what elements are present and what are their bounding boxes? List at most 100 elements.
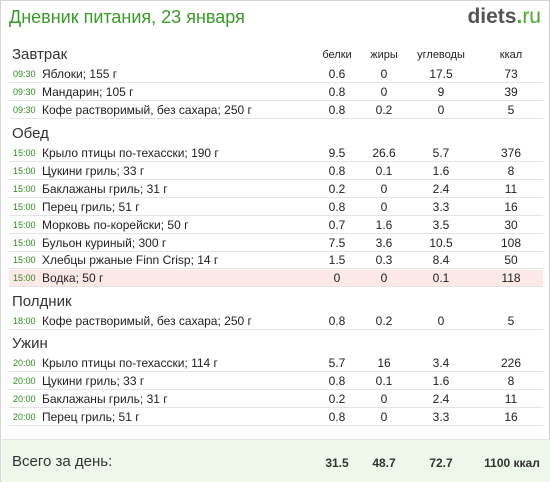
entry-name: Кофе растворимый, без сахара; 250 г bbox=[42, 314, 252, 328]
entry-protein: 0.8 bbox=[328, 102, 346, 117]
entry-carbs: 0 bbox=[437, 314, 445, 328]
entry-name: Перец гриль; 51 г bbox=[42, 409, 140, 424]
entry-name: Крыло птицы по-техасски; 114 г bbox=[42, 356, 218, 370]
entry-carbs: 3.5 bbox=[432, 217, 450, 232]
food-entry-row[interactable]: 20:00 Баклажаны гриль; 31 г 0.2 0 2.4 11 bbox=[9, 391, 543, 408]
food-entry-row[interactable]: 09:30 Мандарин; 105 г 0.8 0 9 39 bbox=[9, 84, 543, 101]
entry-kcal: 73 bbox=[504, 67, 518, 81]
entry-carbs: 0.1 bbox=[432, 271, 450, 286]
total-kcal: 1100 ккал bbox=[484, 456, 540, 470]
entry-name: Бульон куриный; 300 г bbox=[42, 235, 167, 250]
entry-fat: 0.1 bbox=[375, 163, 393, 178]
food-entry-row[interactable]: 09:30 Кофе растворимый, без сахара; 250 г… bbox=[9, 102, 543, 119]
entry-fat: 16 bbox=[377, 356, 391, 370]
food-entry-row[interactable]: 15:00 Морковь по-корейски; 50 г 0.7 1.6 3.5 3… bbox=[9, 217, 543, 234]
entry-time: 15:00 bbox=[13, 183, 36, 194]
entry-time: 18:00 bbox=[13, 316, 36, 326]
meal-section-title: Обед bbox=[12, 125, 49, 142]
entry-time: 15:00 bbox=[13, 237, 36, 248]
entry-fat: 26.6 bbox=[372, 146, 396, 160]
entry-carbs: 3.3 bbox=[432, 199, 450, 214]
entry-protein: 0.8 bbox=[328, 84, 346, 99]
meal-section-title: Полдник bbox=[12, 293, 72, 310]
entry-kcal: 11 bbox=[504, 181, 518, 196]
header: Дневник питания, 23 января diets.ru bbox=[1, 1, 549, 37]
food-entry-row[interactable]: 20:00 Крыло птицы по-техасски; 114 г 5.7 16… bbox=[9, 355, 543, 372]
entry-carbs: 2.4 bbox=[432, 391, 450, 406]
total-carbs: 72.7 bbox=[429, 456, 453, 470]
entry-kcal: 8 bbox=[507, 373, 515, 388]
total-label: Всего за день: bbox=[12, 453, 113, 470]
entry-protein: 7.5 bbox=[328, 235, 346, 250]
food-entry-row[interactable]: 20:00 Перец гриль; 51 г 0.8 0 3.3 16 bbox=[9, 409, 543, 426]
entry-name: Мандарин; 105 г bbox=[42, 84, 134, 99]
entry-protein: 0.2 bbox=[328, 391, 346, 406]
entry-fat: 0 bbox=[380, 391, 388, 406]
entry-protein: 0.8 bbox=[328, 199, 346, 214]
food-entry-row[interactable]: 15:00 Бульон куриный; 300 г 7.5 3.6 10.5 108 bbox=[9, 235, 543, 252]
entry-fat: 3.6 bbox=[375, 235, 393, 250]
food-entry-row[interactable]: 15:00 Водка; 50 г 0 0 0.1 118 bbox=[9, 270, 543, 288]
entry-fat: 1.6 bbox=[375, 217, 393, 232]
entry-time: 15:00 bbox=[13, 273, 36, 284]
food-entry-row[interactable]: 15:00 Крыло птицы по-техасски; 190 г 9.5 26… bbox=[9, 145, 543, 162]
page-title: Дневник питания, 23 января bbox=[9, 7, 245, 27]
food-entry-row[interactable]: 15:00 Перец гриль; 51 г 0.8 0 3.3 16 bbox=[9, 199, 543, 216]
entry-protein: 0.8 bbox=[328, 163, 346, 178]
entry-carbs: 10.5 bbox=[429, 235, 453, 250]
food-entry-row[interactable]: 20:00 Цукини гриль; 33 г 0.8 0.1 1.6 8 bbox=[9, 373, 543, 390]
site-logo[interactable]: diets.ru bbox=[467, 5, 541, 29]
entry-kcal: 108 bbox=[500, 235, 522, 250]
entry-carbs: 3.3 bbox=[432, 409, 450, 424]
entry-time: 15:00 bbox=[13, 148, 36, 158]
entry-protein: 9.5 bbox=[328, 146, 346, 160]
entry-name: Баклажаны гриль; 31 г bbox=[42, 391, 168, 406]
entry-kcal: 226 bbox=[500, 356, 522, 370]
entry-kcal: 39 bbox=[504, 84, 518, 99]
entry-kcal: 5 bbox=[507, 102, 515, 117]
entry-protein: 0.8 bbox=[328, 409, 346, 424]
entry-protein: 5.7 bbox=[328, 356, 346, 370]
entry-name: Хлебцы ржаные Finn Crisp; 14 г bbox=[42, 253, 219, 268]
food-entry-row[interactable]: 15:00 Баклажаны гриль; 31 г 0.2 0 2.4 11 bbox=[9, 181, 543, 198]
food-entry-row[interactable]: 18:00 Кофе растворимый, без сахара; 250 г… bbox=[9, 313, 543, 330]
entry-carbs: 17.5 bbox=[429, 67, 453, 81]
logo-brand: diets bbox=[467, 5, 517, 28]
entry-fat: 0 bbox=[380, 84, 388, 99]
entry-name: Перец гриль; 51 г bbox=[42, 199, 140, 214]
entry-kcal: 50 bbox=[504, 253, 518, 268]
entry-time: 20:00 bbox=[13, 393, 36, 404]
entry-time: 15:00 bbox=[13, 165, 36, 176]
food-entry-row[interactable]: 09:30 Яблоки; 155 г 0.6 0 17.5 73 bbox=[9, 66, 543, 83]
column-header-kcal: ккал bbox=[499, 49, 523, 61]
entry-kcal: 5 bbox=[507, 314, 515, 328]
entry-kcal: 376 bbox=[500, 146, 522, 160]
entry-carbs: 2.4 bbox=[432, 181, 450, 196]
entry-time: 15:00 bbox=[13, 219, 36, 230]
daily-total: Всего за день: 31.5 48.7 72.7 1100 ккал bbox=[2, 439, 550, 482]
column-header-protein: белки bbox=[322, 49, 352, 61]
entry-name: Яблоки; 155 г bbox=[42, 67, 118, 81]
entry-carbs: 1.6 bbox=[432, 163, 450, 178]
entry-kcal: 8 bbox=[507, 163, 515, 178]
entry-kcal: 118 bbox=[501, 271, 521, 286]
entry-kcal: 16 bbox=[504, 199, 518, 214]
logo-tld: ru bbox=[522, 5, 541, 28]
entry-time: 20:00 bbox=[13, 375, 36, 386]
entry-name: Цукини гриль; 33 г bbox=[42, 163, 145, 178]
entry-carbs: 8.4 bbox=[432, 253, 450, 268]
food-entry-row[interactable]: 15:00 Хлебцы ржаные Finn Crisp; 14 г 1.5 0.… bbox=[9, 252, 543, 270]
entry-time: 15:00 bbox=[13, 201, 36, 212]
meal-section-title: Ужин bbox=[12, 335, 48, 352]
food-entry-row[interactable]: 15:00 Цукини гриль; 33 г 0.8 0.1 1.6 8 bbox=[9, 163, 543, 180]
meal-section-title: Завтрак bbox=[12, 46, 68, 63]
entry-carbs: 1.6 bbox=[432, 373, 450, 388]
entry-kcal: 11 bbox=[504, 391, 518, 406]
entry-carbs: 9 bbox=[437, 84, 445, 99]
entry-fat: 0 bbox=[380, 67, 388, 81]
entry-name: Водка; 50 г bbox=[42, 271, 104, 286]
entry-fat: 0.2 bbox=[375, 102, 393, 117]
entry-fat: 0.1 bbox=[375, 373, 393, 388]
entry-carbs: 5.7 bbox=[432, 146, 450, 160]
